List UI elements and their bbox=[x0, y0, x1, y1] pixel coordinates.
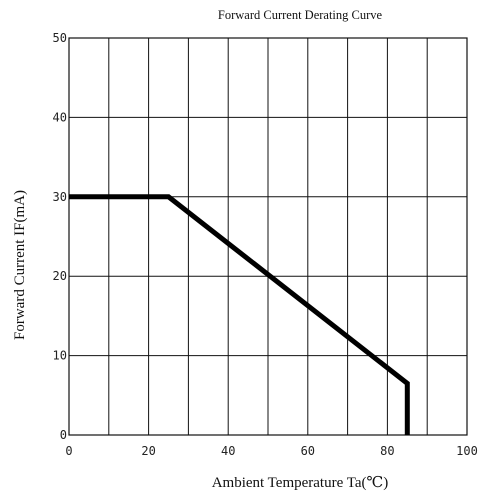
x-tick-label: 100 bbox=[456, 444, 478, 458]
y-tick-label: 10 bbox=[53, 349, 67, 363]
x-axis-label: Ambient Temperature Ta(℃) bbox=[212, 475, 389, 491]
plot-frame bbox=[68, 37, 468, 436]
x-tick-label: 40 bbox=[221, 444, 235, 458]
y-tick-label: 0 bbox=[60, 428, 67, 442]
derating-curve bbox=[69, 194, 410, 435]
y-tick-label: 50 bbox=[53, 31, 67, 45]
x-tick-label: 60 bbox=[301, 444, 315, 458]
y-tick-label: 30 bbox=[53, 190, 67, 204]
x-tick-label: 20 bbox=[141, 444, 155, 458]
tick-labels: 0 20 40 60 80 100 0 10 20 30 40 50 bbox=[53, 31, 478, 458]
curve-layer bbox=[69, 194, 410, 435]
chart-title: Forward Current Derating Curve bbox=[218, 8, 383, 22]
x-tick-label: 0 bbox=[65, 444, 72, 458]
grid bbox=[68, 37, 468, 436]
y-tick-label: 40 bbox=[53, 110, 67, 124]
y-axis-label: Forward Current IF(mA) bbox=[12, 190, 28, 340]
x-tick-label: 80 bbox=[380, 444, 394, 458]
y-tick-label: 20 bbox=[53, 269, 67, 283]
